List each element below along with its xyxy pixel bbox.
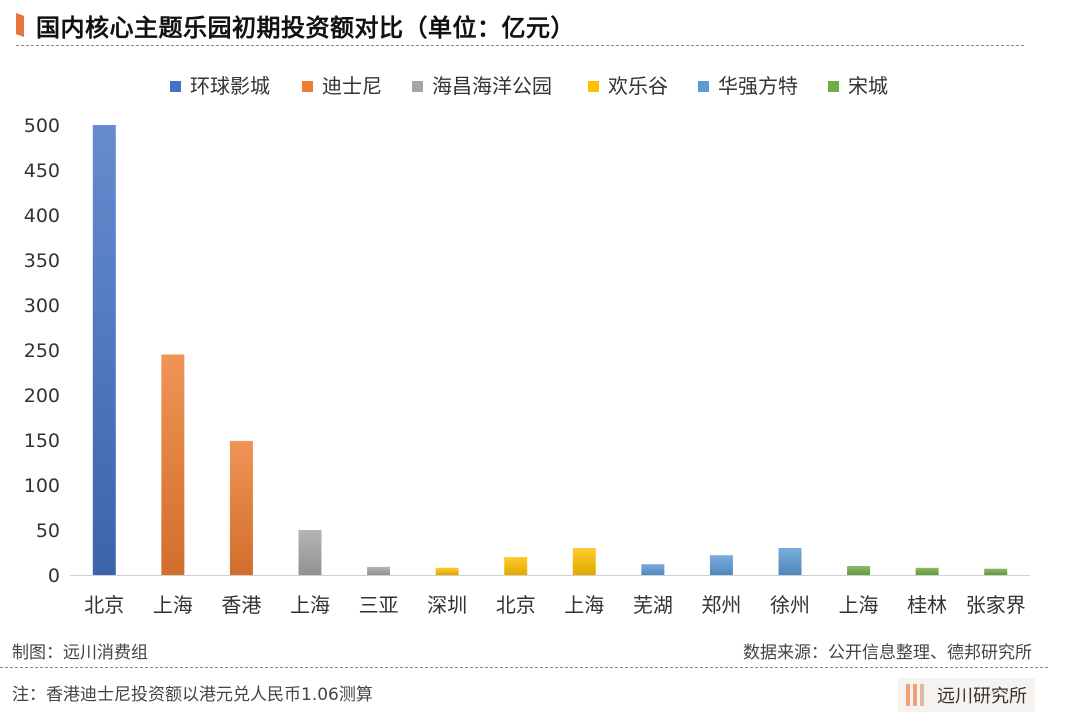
legend-label: 海昌海洋公园 [432, 74, 552, 98]
legend-swatch [412, 81, 423, 92]
brand-name: 远川研究所 [937, 686, 1027, 707]
x-tick-label: 香港 [221, 593, 261, 617]
y-tick-label: 200 [24, 385, 60, 407]
bar [298, 530, 322, 575]
bar [92, 125, 116, 575]
y-tick-label: 450 [24, 160, 60, 182]
x-tick-label: 上海 [290, 593, 330, 617]
x-tick-label: 上海 [564, 593, 604, 617]
bar [435, 567, 459, 575]
y-tick-label: 100 [24, 475, 60, 497]
bar [229, 440, 253, 575]
legend-label: 环球影城 [190, 74, 270, 98]
y-tick-label: 500 [24, 115, 60, 137]
y-tick-label: 150 [24, 430, 60, 452]
bar [161, 354, 185, 575]
brand-logo: 远川研究所 [898, 678, 1035, 712]
y-tick-label: 50 [36, 520, 60, 542]
legend-label: 欢乐谷 [608, 74, 668, 98]
legend-swatch [170, 81, 181, 92]
legend-swatch [698, 81, 709, 92]
x-tick-label: 深圳 [427, 593, 467, 617]
bar [504, 557, 528, 575]
title-accent-mark [16, 13, 24, 37]
x-tick-label: 桂林 [907, 593, 947, 617]
x-tick-label: 郑州 [701, 593, 741, 617]
title-divider [16, 45, 1024, 46]
x-tick-label: 北京 [84, 593, 124, 617]
bar [984, 568, 1008, 575]
legend-label: 迪士尼 [322, 74, 382, 98]
y-tick-label: 300 [24, 295, 60, 317]
footnote: 注：香港迪士尼投资额以港元兑人民币1.06测算 [12, 685, 373, 705]
bar-chart: 环球影城 迪士尼 海昌海洋公园 欢乐谷 华强方特 宋城 0 50 100 150 200 250 300… [24, 74, 1030, 617]
x-tick-label: 三亚 [359, 593, 399, 617]
y-tick-label: 250 [24, 340, 60, 362]
bar [572, 548, 596, 575]
legend-label: 宋城 [848, 74, 888, 98]
x-tick-label: 徐州 [770, 593, 810, 617]
bar [367, 566, 391, 575]
legend-swatch [302, 81, 313, 92]
bar [847, 566, 871, 575]
x-tick-label: 上海 [153, 593, 193, 617]
bar [709, 555, 733, 575]
x-tick-label: 张家界 [966, 593, 1026, 617]
brand-mark-icon [906, 684, 927, 706]
legend-swatch [828, 81, 839, 92]
y-tick-label: 400 [24, 205, 60, 227]
credit-right: 数据来源：公开信息整理、德邦研究所 [743, 643, 1032, 663]
credit-left: 制图：远川消费组 [12, 643, 148, 663]
page-title: 国内核心主题乐园初期投资额对比（单位：亿元） [36, 13, 575, 42]
y-tick-label: 350 [24, 250, 60, 272]
y-tick-label: 0 [48, 565, 60, 587]
bar [915, 567, 939, 575]
x-tick-label: 芜湖 [633, 593, 673, 617]
bar [778, 548, 802, 575]
bar [641, 564, 665, 575]
x-tick-label: 北京 [496, 593, 536, 617]
legend-label: 华强方特 [718, 74, 798, 98]
footer-divider [0, 667, 1048, 668]
title-bar: 国内核心主题乐园初期投资额对比（单位：亿元） [16, 10, 575, 42]
legend-swatch [588, 81, 599, 92]
x-tick-label: 上海 [839, 593, 879, 617]
